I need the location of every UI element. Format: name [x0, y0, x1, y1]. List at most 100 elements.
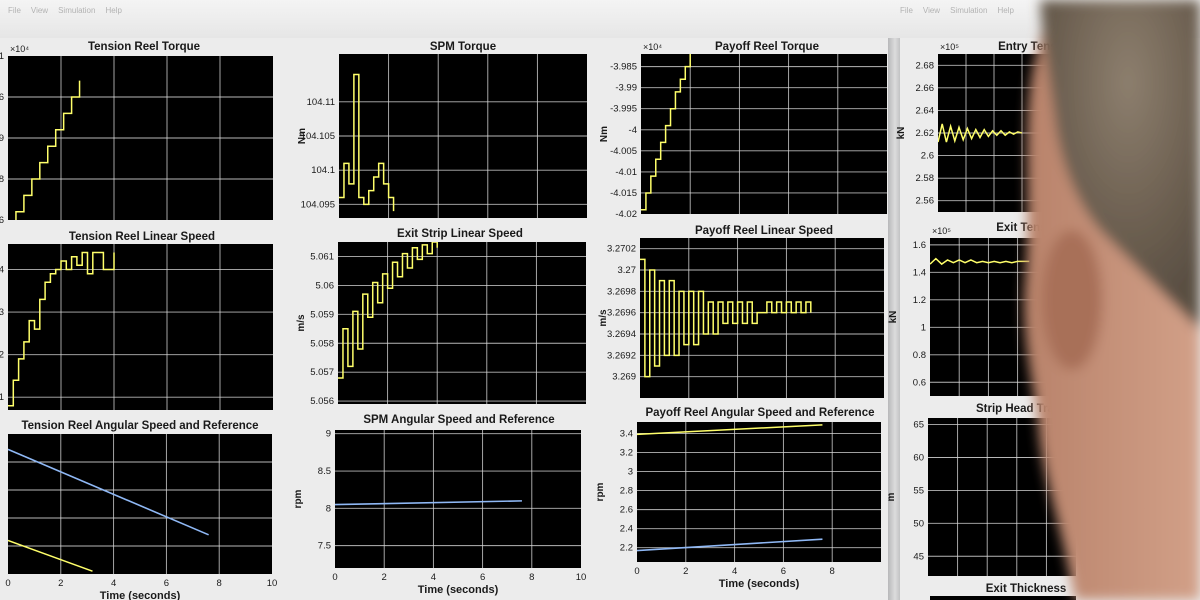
payoff-reel-angular-speed-xtick: 6	[781, 566, 786, 577]
strip-head-tracking-chart: Strip Head Tracking 65 60 55 50 45 m	[886, 403, 1084, 576]
tension-reel-linear-speed-ytick: 2	[0, 350, 4, 361]
menu-item-file[interactable]: File	[8, 6, 21, 15]
tension-reel-angular-speed-xlabel: Time (seconds)	[100, 590, 181, 600]
exit-strip-linear-speed-ytick: 5.056	[310, 396, 334, 407]
payoff-reel-torque-series-0	[641, 54, 691, 211]
payoff-reel-angular-speed-chart: Payoff Reel Angular Speed and Reference 3…	[595, 407, 881, 590]
entry-tension-ytick: 2.68	[916, 60, 935, 71]
tension-reel-angular-speed-xtick: 6	[164, 578, 169, 589]
menu-item-view[interactable]: View	[30, 6, 49, 15]
payoff-reel-linear-speed-chart: Payoff Reel Linear Speed 3.269 3.2692 3.269…	[598, 225, 884, 398]
payoff-reel-linear-speed-axes[interactable]	[640, 238, 884, 398]
spm-angular-speed-xtick: 2	[382, 572, 387, 583]
tension-reel-angular-speed-axes[interactable]	[8, 434, 272, 574]
payoff-reel-angular-speed-ytick: 3.2	[620, 447, 633, 458]
menu-item-help[interactable]: Help	[105, 6, 122, 15]
payoff-reel-torque-axes[interactable]	[641, 54, 887, 214]
tension-reel-angular-speed-xtick: 10	[267, 578, 278, 589]
tension-reel-angular-speed-xtick: 0	[5, 578, 10, 589]
exit-thickness-axes[interactable]	[930, 596, 1076, 600]
payoff-reel-linear-speed-ytick: 3.27	[618, 265, 637, 276]
menu-bar-secondary: File View Simulation Help	[900, 6, 1014, 20]
tension-reel-linear-speed-ytick: 3	[0, 307, 4, 318]
exit-strip-linear-speed-chart: Exit Strip Linear Speed 5.056 5.057 5.058 5.…	[296, 228, 586, 407]
tension-reel-torque-ytick: 6	[0, 215, 4, 226]
tension-reel-torque-title: Tension Reel Torque	[88, 41, 200, 53]
spm-angular-speed-ytick: 7.5	[318, 541, 331, 552]
strip-head-tracking-axes[interactable]	[928, 418, 1076, 576]
entry-tension-ytick: 2.64	[916, 105, 935, 116]
spm-angular-speed-xtick: 8	[529, 572, 534, 583]
tension-reel-linear-speed-chart: Tension Reel Linear Speed 4 3 2 1	[0, 231, 273, 410]
spm-torque-series-0	[339, 73, 395, 212]
tension-reel-angular-speed-title: Tension Reel Angular Speed and Reference	[21, 420, 258, 432]
exit-tension-title: Exit Tension	[996, 222, 1064, 234]
spm-torque-ytick: 104.105	[301, 131, 335, 142]
payoff-reel-angular-speed-series-0	[637, 424, 823, 436]
tension-reel-linear-speed-ytick: 1	[0, 392, 4, 403]
exit-tension-ytick: 1.4	[913, 267, 926, 278]
entry-tension-ytick: 2.56	[916, 196, 935, 207]
menu-item-file-2[interactable]: File	[900, 6, 913, 15]
payoff-reel-linear-speed-ylabel: m/s	[598, 309, 609, 327]
payoff-reel-linear-speed-title: Payoff Reel Linear Speed	[695, 225, 833, 237]
menu-bar: File View Simulation Help	[8, 6, 122, 20]
tension-reel-angular-speed-xtick: 4	[111, 578, 116, 589]
exit-strip-linear-speed-title: Exit Strip Linear Speed	[397, 228, 523, 240]
exit-tension-chart: Exit Tension ×10⁵ 1.6 1.4 1.2 1 0.8 0.6 kN	[888, 222, 1076, 396]
tension-reel-angular-speed-series-0	[8, 448, 209, 536]
tension-reel-torque-exponent: ×10⁴	[10, 44, 29, 54]
payoff-reel-linear-speed-ytick: 3.269	[612, 372, 636, 383]
payoff-reel-angular-speed-ytick: 2.4	[620, 524, 633, 535]
exit-strip-linear-speed-ytick: 5.059	[310, 309, 334, 320]
payoff-reel-torque-ytick: -4.01	[615, 167, 637, 178]
spm-torque-ytick: 104.095	[301, 199, 335, 210]
spm-angular-speed-xtick: 10	[576, 572, 587, 583]
payoff-reel-linear-speed-ytick: 3.2702	[607, 244, 636, 255]
spm-angular-speed-ylabel: rpm	[293, 489, 304, 508]
exit-tension-exponent: ×10⁵	[932, 226, 951, 236]
payoff-reel-torque-exponent: ×10⁴	[643, 42, 662, 52]
spm-torque-ytick: 104.1	[311, 165, 335, 176]
tension-reel-torque-ytick: 1	[0, 51, 4, 62]
tension-reel-torque-series-0	[15, 80, 81, 220]
spm-torque-title: SPM Torque	[430, 41, 496, 53]
payoff-reel-angular-speed-ytick: 3.4	[620, 428, 633, 439]
exit-strip-linear-speed-axes[interactable]	[338, 242, 586, 404]
entry-tension-title: Entry Tension	[998, 41, 1074, 53]
spm-angular-speed-series-0	[335, 500, 522, 506]
window-title-bar: File View Simulation Help File View Simu…	[0, 0, 1200, 38]
entry-tension-ytick: 2.66	[916, 83, 935, 94]
spm-torque-ylabel: Nm	[297, 128, 308, 144]
tension-reel-linear-speed-ytick: 4	[0, 265, 4, 276]
menu-item-help-2[interactable]: Help	[997, 6, 1014, 15]
strip-head-tracking-ytick: 55	[913, 485, 924, 496]
payoff-reel-linear-speed-ytick: 3.2696	[607, 308, 636, 319]
exit-tension-ylabel: kN	[888, 311, 899, 324]
payoff-reel-torque-ytick: -3.985	[610, 62, 637, 73]
spm-angular-speed-axes[interactable]	[335, 430, 581, 568]
tension-reel-linear-speed-axes[interactable]	[8, 244, 273, 410]
payoff-reel-angular-speed-ytick: 2.2	[620, 543, 633, 554]
menu-item-simulation-2[interactable]: Simulation	[950, 6, 988, 15]
spm-angular-speed-ytick: 8.5	[318, 466, 331, 477]
payoff-reel-angular-speed-ytick: 3	[628, 467, 633, 478]
menu-item-view-2[interactable]: View	[922, 6, 941, 15]
payoff-reel-torque-ytick: -3.995	[610, 104, 637, 115]
menu-item-simulation[interactable]: Simulation	[58, 6, 96, 15]
entry-tension-ylabel: kN	[896, 127, 907, 140]
spm-angular-speed-ytick: 8	[326, 503, 331, 514]
tension-reel-angular-speed-chart: Tension Reel Angular Speed and Reference…	[5, 420, 277, 600]
exit-thickness-title: Exit Thickness	[986, 583, 1067, 595]
exit-tension-ytick: 1.6	[913, 240, 926, 251]
strip-head-tracking-ytick: 65	[913, 420, 924, 431]
payoff-reel-torque-ytick: -4.015	[610, 188, 637, 199]
payoff-reel-angular-speed-xtick: 8	[830, 566, 835, 577]
strip-head-tracking-ytick: 45	[913, 551, 924, 562]
payoff-reel-torque-ytick: -3.99	[615, 83, 637, 94]
exit-strip-linear-speed-ytick: 5.057	[310, 367, 334, 378]
tension-reel-linear-speed-title: Tension Reel Linear Speed	[69, 231, 215, 243]
spm-angular-speed-xtick: 4	[431, 572, 436, 583]
tension-reel-angular-speed-xtick: 8	[217, 578, 222, 589]
payoff-reel-angular-speed-axes[interactable]	[637, 422, 881, 562]
